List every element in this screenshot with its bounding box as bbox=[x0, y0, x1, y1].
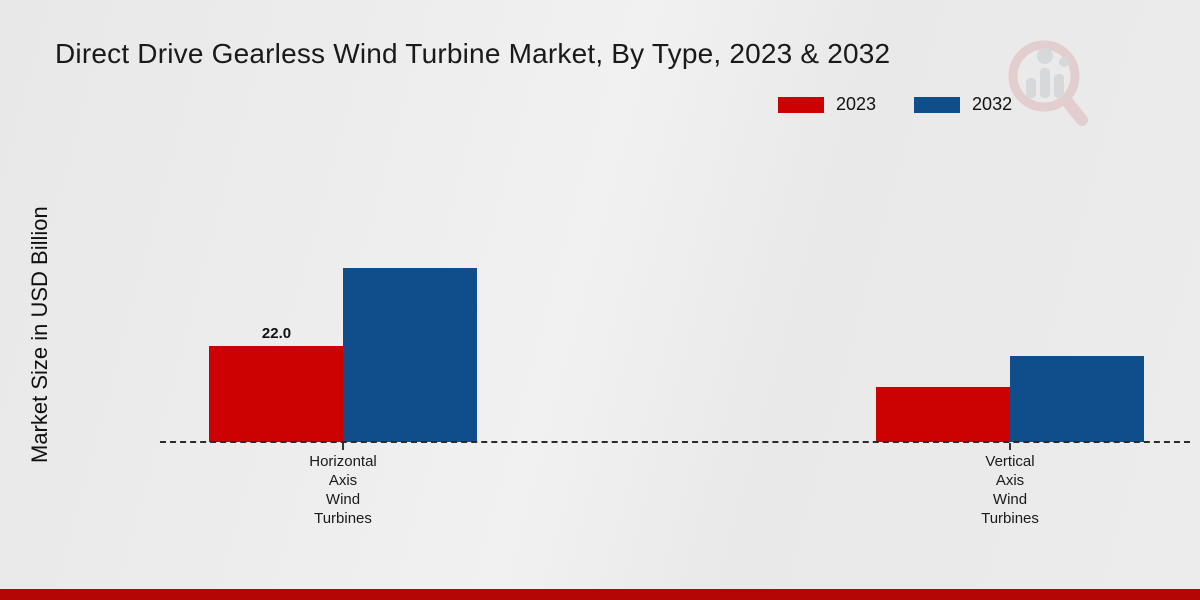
bar-2023-horizontal-axis-wind-turbines bbox=[209, 346, 343, 442]
legend-label-2032: 2032 bbox=[972, 94, 1013, 114]
legend-swatch-2032-icon bbox=[914, 96, 961, 113]
x-axis-tick bbox=[1009, 443, 1011, 450]
legend: 2023 2032 bbox=[778, 94, 1012, 115]
zero-baseline bbox=[160, 441, 1190, 443]
legend-item-2023: 2023 bbox=[778, 94, 876, 115]
x-tick-label-horizontal-axis-wind-turbines: Horizontal Axis Wind Turbines bbox=[309, 453, 377, 527]
bar-value-label: 22.0 bbox=[261, 325, 292, 342]
y-axis-label: Market Size in USD Billion bbox=[27, 206, 52, 464]
magnifier-bar-chart-logo-icon bbox=[1008, 40, 1088, 126]
footer-accent-strip bbox=[0, 589, 1200, 600]
x-tick-label-vertical-axis-wind-turbines: Vertical Axis Wind Turbines bbox=[981, 453, 1039, 527]
chart-title: Direct Drive Gearless Wind Turbine Marke… bbox=[55, 38, 891, 69]
legend-label-2023: 2023 bbox=[836, 94, 877, 114]
bar-2032-vertical-axis-wind-turbines bbox=[1010, 356, 1144, 442]
bar-2023-vertical-axis-wind-turbines bbox=[876, 387, 1010, 442]
bar-2032-horizontal-axis-wind-turbines bbox=[343, 268, 477, 442]
x-axis-tick bbox=[342, 443, 344, 450]
legend-swatch-2023-icon bbox=[778, 96, 824, 113]
legend-item-2032: 2032 bbox=[914, 94, 1012, 115]
